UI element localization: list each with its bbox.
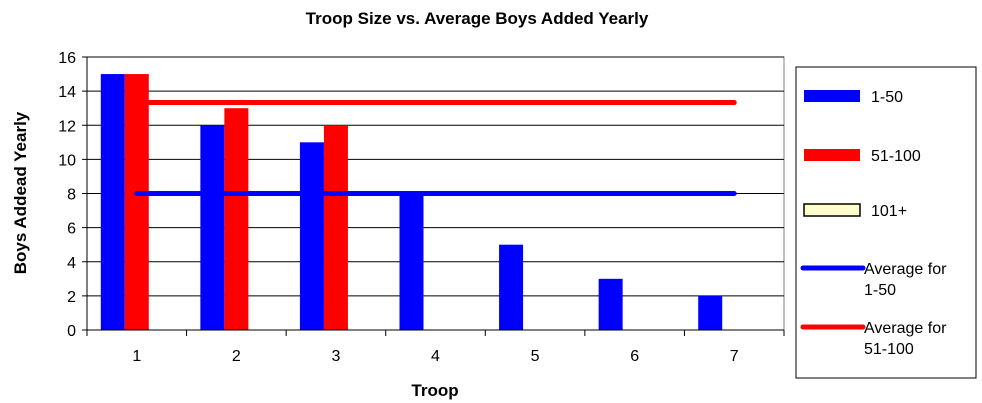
chart-title: Troop Size vs. Average Boys Added Yearly: [306, 9, 649, 28]
bar-1-50-1: [100, 74, 125, 330]
x-axis-title: Troop: [411, 381, 458, 400]
axes: [82, 56, 785, 336]
bar-1-50-5: [499, 244, 524, 330]
y-tick-label: 16: [58, 50, 76, 67]
legend-label-line: Average for: [864, 320, 947, 337]
legend-label-line: 101+: [871, 203, 907, 220]
bar-51-100-1: [124, 74, 149, 330]
legend-swatch: [803, 203, 861, 217]
bar-1-50-4: [399, 193, 424, 330]
x-tick-label: 2: [232, 348, 241, 365]
y-tick-label: 2: [67, 289, 76, 306]
legend-swatch: [804, 90, 860, 102]
bar-1-50-7: [698, 295, 723, 330]
bar-51-100-2: [224, 108, 249, 330]
x-tick-label: 4: [431, 348, 440, 365]
average-lines: [134, 100, 737, 196]
x-tick-label: 7: [730, 348, 739, 365]
x-tick-label: 3: [331, 348, 340, 365]
bar-1-50-6: [598, 278, 623, 330]
x-tick-label: 5: [531, 348, 540, 365]
y-tick-label: 6: [67, 221, 76, 238]
legend-label-line: 1-50: [864, 282, 896, 299]
x-tick-label: 1: [132, 348, 141, 365]
legend-label: Average for 1-50: [864, 261, 947, 299]
bar-1-50-3: [299, 142, 324, 330]
y-axis-title: Boys Addead Yearly: [11, 111, 30, 274]
x-tick-label: 6: [630, 348, 639, 365]
legend-label: 101+: [871, 203, 907, 220]
y-tick-label: 8: [67, 187, 76, 204]
x-tick-labels: 1 2 3 4 5 6 7: [132, 348, 738, 365]
legend-label: Average for 51-100: [864, 320, 947, 358]
legend-label: 1-50: [871, 89, 903, 106]
legend-label: 51-100: [871, 148, 921, 165]
y-tick-label: 4: [67, 255, 76, 272]
y-tick-label: 12: [58, 118, 76, 135]
bar-51-100-3: [323, 125, 348, 330]
bar-1-50-2: [200, 125, 225, 330]
y-tick-label: 10: [58, 152, 76, 169]
legend-label-line: 51-100: [871, 148, 921, 165]
legend-label-line: 1-50: [871, 89, 903, 106]
legend-swatch: [804, 149, 860, 161]
legend-label-line: 51-100: [864, 341, 914, 358]
y-tick-label: 14: [58, 84, 76, 101]
y-tick-labels: 0 2 4 6 8 10 12 14 16: [58, 50, 76, 340]
legend-label-line: Average for: [864, 261, 947, 278]
y-tick-label: 0: [67, 323, 76, 340]
bars: [100, 74, 723, 330]
